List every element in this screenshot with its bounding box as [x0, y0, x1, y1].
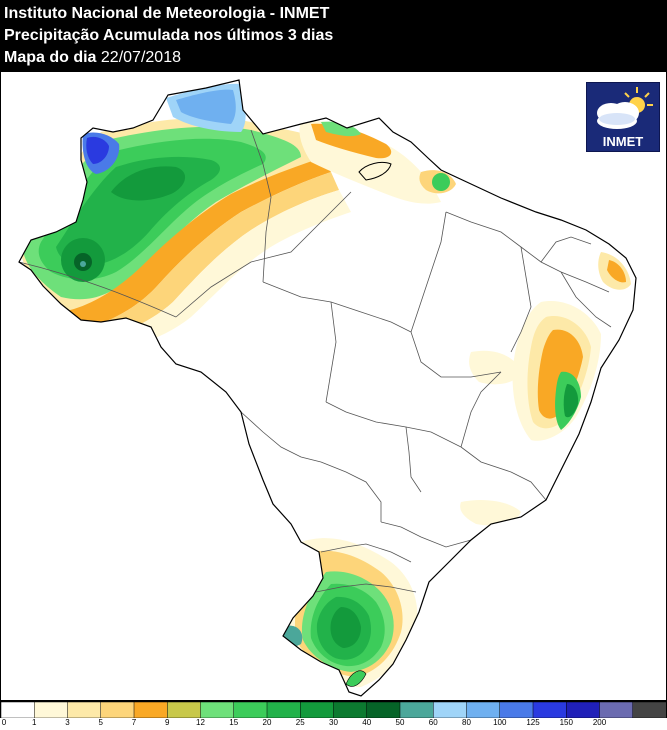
legend-tick-label: 40: [362, 718, 372, 727]
color-legend: [0, 701, 667, 719]
legend-swatch: [566, 701, 601, 719]
legend-swatch: [67, 701, 102, 719]
legend-tick-label: 30: [329, 718, 338, 727]
legend-tick-label: 5: [98, 718, 103, 727]
state-borders: [18, 129, 612, 593]
map-date: 22/07/2018: [100, 49, 181, 66]
legend-swatch: [0, 701, 35, 719]
brazil-precip-svg: [18, 79, 637, 697]
sun-cloud-icon: [597, 87, 653, 129]
legend-swatch: [34, 701, 69, 719]
legend-tick-label: 125: [526, 718, 540, 727]
inmet-logo: INMET: [586, 82, 660, 152]
header: Instituto Nacional de Meteorologia - INM…: [0, 0, 667, 72]
legend-tick-labels: 0 1 3 5 7 9 12 15 20 25 30 40 50 60 80 100 125 150 200: [0, 718, 667, 730]
brazil-outline: [18, 79, 637, 697]
legend-tick-label: 100: [493, 718, 507, 727]
title-date-line: Mapa do dia 22/07/2018: [4, 49, 181, 67]
precipitation-map: [1, 72, 666, 700]
legend-swatches: [0, 701, 667, 719]
legend-swatch: [499, 701, 534, 719]
title-product: Precipitação Acumulada nos últimos 3 dia…: [4, 27, 334, 44]
legend-swatch: [532, 701, 567, 719]
date-prefix: Mapa do dia: [4, 49, 97, 66]
legend-swatch: [466, 701, 501, 719]
legend-swatch: [333, 701, 368, 719]
legend-swatch: [233, 701, 268, 719]
legend-tick-label: 25: [295, 718, 305, 727]
legend-tick-label: 0: [1, 718, 7, 727]
legend-swatch: [266, 701, 301, 719]
legend-tick-label: 9: [165, 718, 170, 727]
title-institute: Instituto Nacional de Meteorologia - INM…: [4, 5, 330, 22]
legend-swatch: [599, 701, 634, 719]
legend-tick-label: 60: [428, 718, 438, 727]
lagoa-dos-patos: [345, 670, 367, 687]
legend-tick-label: 20: [262, 718, 272, 727]
legend-swatch: [399, 701, 434, 719]
marajo-island: [358, 161, 392, 181]
legend-swatch: [300, 701, 335, 719]
legend-tick-label: 50: [395, 718, 405, 727]
legend-tick-label: 150: [559, 718, 573, 727]
precip-field: [19, 80, 636, 696]
legend-tick-label: 80: [462, 718, 471, 727]
legend-swatch: [100, 701, 135, 719]
legend-swatch: [366, 701, 401, 719]
legend-tick-label: 12: [196, 718, 205, 727]
legend-tick-label: 3: [65, 718, 70, 727]
legend-swatch: [632, 701, 667, 719]
legend-tick-label: 200: [592, 718, 607, 727]
legend-swatch: [433, 701, 468, 719]
legend-swatch: [133, 701, 168, 719]
legend-tick-label: 7: [131, 718, 137, 727]
legend-swatch: [200, 701, 235, 719]
logo-text: INMET: [602, 134, 644, 149]
legend-tick-label: 1: [32, 718, 37, 727]
legend-tick-label: 15: [229, 718, 239, 727]
legend-swatch: [167, 701, 202, 719]
